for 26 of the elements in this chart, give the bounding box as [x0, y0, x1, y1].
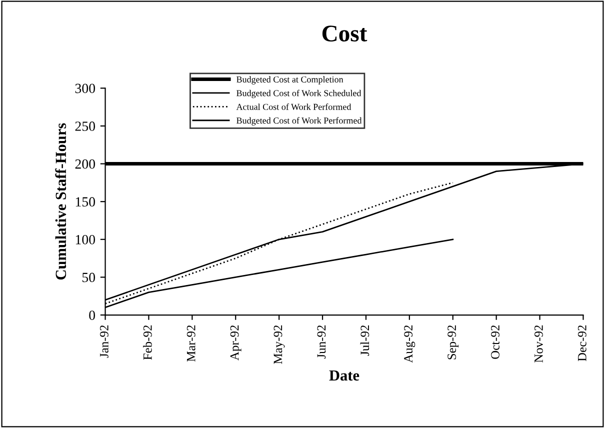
y-tick-label: 100: [76, 234, 96, 244]
x-tick-label: Jul-92: [360, 325, 370, 356]
legend-label: Budgeted Cost at Completion: [236, 76, 344, 84]
x-tick-label: Feb-92: [143, 325, 152, 360]
x-tick-label: Oct-92: [491, 325, 500, 359]
legend-label: Actual Cost of Work Performed: [236, 103, 352, 110]
x-tick-label: Jan-92: [100, 325, 108, 358]
x-tick-label: Aug-92: [404, 325, 416, 363]
y-tick-label: 50: [82, 272, 96, 282]
x-tick-label: Mar-92: [186, 325, 196, 362]
legend-label: Budgeted Cost of Work Scheduled: [236, 90, 362, 98]
x-tick-label: May-92: [274, 325, 285, 364]
x-tick-label: Sep-92: [448, 325, 459, 360]
x-tick-label: Nov-92: [534, 325, 543, 363]
y-tick-label: 150: [76, 197, 96, 207]
chart-title: Cost: [322, 26, 368, 42]
y-axis-title: Cumulative Staff-Hours: [55, 123, 66, 280]
y-tick-label: 250: [75, 122, 96, 131]
y-tick-label: 300: [75, 84, 96, 94]
x-axis-title: Date: [329, 370, 360, 381]
x-tick-label: Dec-92: [578, 325, 586, 362]
x-tick-label: Apr-92: [230, 325, 242, 360]
x-tick-label: Jun-92: [317, 325, 326, 358]
legend-label: Budgeted Cost of Work Performed: [236, 117, 362, 126]
y-tick-label: 0: [89, 310, 96, 320]
y-tick-label: 200: [75, 159, 96, 169]
